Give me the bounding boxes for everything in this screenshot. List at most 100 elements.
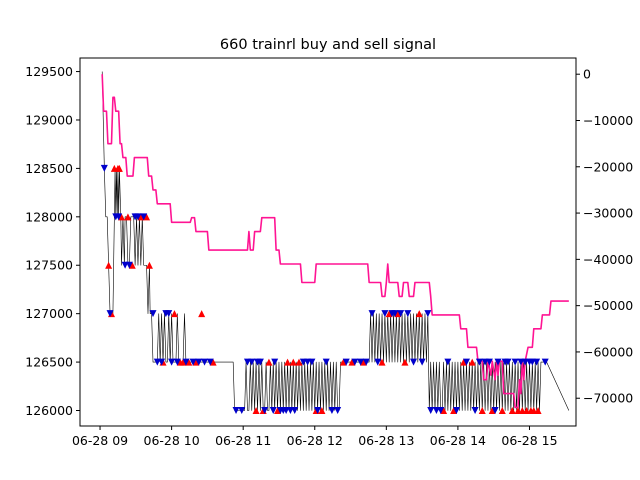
right-y-tick-label: −20000 [583,159,633,174]
buy-signal-marker [137,213,145,221]
sell-signal-marker [158,358,166,366]
left-y-tick-label: 128500 [25,161,73,176]
sell-signal-marker [238,407,246,415]
sell-signal-marker [397,310,405,318]
buy-signal-marker [468,358,476,366]
buy-signal-marker [289,358,297,366]
sell-signal-marker [485,358,493,366]
buy-signal-marker [274,407,282,415]
buy-signal-marker [115,164,123,172]
sell-signal-marker [168,358,176,366]
right-y-tick-label: −40000 [583,252,633,267]
buy-signal-marker [460,358,468,366]
sell-signal-marker [189,358,197,366]
sell-signal-marker [271,358,279,366]
left-y-tick-label: 128000 [25,209,73,224]
sell-signal-marker [334,407,342,415]
chart-title: 660 trainrl buy and sell signal [220,37,436,53]
buy-signal-marker [192,358,200,366]
buy-signal-marker [394,310,402,318]
x-tick-label: 06-28 12 [287,433,343,448]
buy-signal-marker [348,358,356,366]
pnl-line [101,74,569,409]
x-tick-label: 06-28 09 [72,433,128,448]
buy-signal-marker [143,213,151,221]
buy-signal-marker [440,407,448,415]
buy-signal-marker [170,310,178,318]
buy-signal-marker [450,407,458,415]
buy-signal-marker [415,310,423,318]
sell-signal-marker [261,407,269,415]
sell-signal-marker [182,358,190,366]
sell-signal-marker [314,407,322,415]
buy-signal-marker [534,407,542,415]
sell-signal-marker [351,358,359,366]
sell-signal-marker [248,358,256,366]
left-y-tick-label: 129500 [25,64,73,79]
buy-signal-marker [295,358,303,366]
sell-signal-marker [328,407,336,415]
buy-signal-marker [498,407,506,415]
buy-signal-marker [128,261,136,269]
right-y-axis: 0 −10000 −20000 −30000 −40000 −50000 −60000 −70… [576,67,633,406]
sell-signal-marker [173,358,181,366]
sell-signal-marker [427,407,435,415]
x-tick-label: 06-28 13 [358,433,414,448]
sell-signal-marker [206,358,214,366]
sell-signal-marker [533,358,541,366]
buy-signal-marker [284,358,292,366]
sell-signal-marker [149,310,157,318]
sell-signal-marker [475,358,483,366]
plot-frame [79,57,577,427]
buy-signal-marker [265,358,273,366]
x-tick-label: 06-28 11 [215,433,271,448]
buy-signal-marker [339,358,347,366]
sell-signal-marker [462,358,470,366]
buy-signal-marker [179,358,187,366]
sell-signal-marker [511,358,519,366]
right-y-tick-label: −50000 [583,298,633,313]
sell-signal-marker [106,310,114,318]
sell-signal-marker [391,310,399,318]
sell-signal-marker [471,407,479,415]
sell-signal-marker [269,407,277,415]
left-y-tick-label: 126000 [25,403,73,418]
price-line [101,71,570,411]
sell-signal-marker [232,407,240,415]
sell-signal-marker [100,164,108,172]
x-tick-label: 06-28 15 [501,433,557,448]
buy-signal-marker [401,358,409,366]
left-y-tick-label: 126500 [25,355,73,370]
buy-signal-marker [359,358,367,366]
buy-signal-marker [318,407,326,415]
buy-signal-marker [209,358,217,366]
sell-signal-marker [342,358,350,366]
buy-signal-marker [488,407,496,415]
sell-signal-marker [491,407,499,415]
buy-signal-marker [145,261,153,269]
buy-signal-marker [118,213,126,221]
sell-signal-marker [134,213,142,221]
sell-signal-marker [368,310,376,318]
buy-signal-marker [378,358,386,366]
sell-signal-marker [504,358,512,366]
sell-signal-marker [115,213,123,221]
sell-signal-marker [494,358,502,366]
left-y-tick-label: 127500 [25,258,73,273]
sell-signal-marker [381,310,389,318]
x-tick-label: 06-28 14 [430,433,486,448]
sell-signal-marker [410,358,418,366]
buy-signal-marker [198,310,206,318]
buy-signal-marker [252,407,260,415]
sell-signal-marker [195,358,203,366]
sell-signal-marker [444,358,452,366]
left-y-tick-label: 129000 [25,112,73,127]
buy-signal-marker [124,213,132,221]
sell-signal-marker [452,407,460,415]
sell-signal-marker [424,310,432,318]
sell-signal-marker [125,261,133,269]
sell-signal-marker [308,358,316,366]
sell-signal-marker [541,358,549,366]
sell-signal-marker [291,407,299,415]
